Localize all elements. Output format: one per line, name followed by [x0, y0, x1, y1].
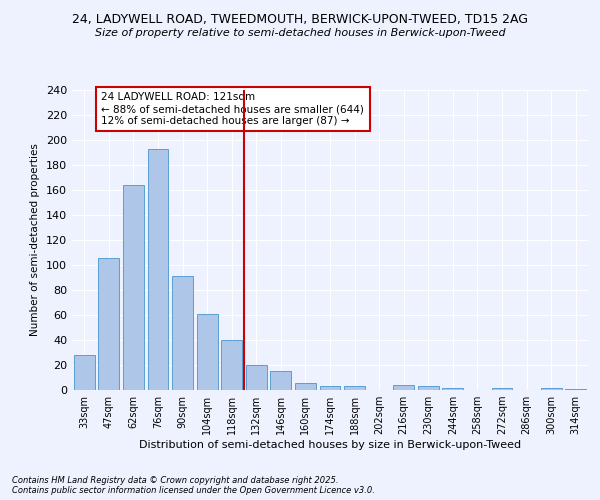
Text: Size of property relative to semi-detached houses in Berwick-upon-Tweed: Size of property relative to semi-detach… [95, 28, 505, 38]
Bar [98, 258, 119, 390]
Bar [442, 388, 463, 390]
X-axis label: Distribution of semi-detached houses by size in Berwick-upon-Tweed: Distribution of semi-detached houses by … [139, 440, 521, 450]
Text: Contains HM Land Registry data © Crown copyright and database right 2025.
Contai: Contains HM Land Registry data © Crown c… [12, 476, 375, 495]
Bar [271, 371, 292, 390]
Y-axis label: Number of semi-detached properties: Number of semi-detached properties [31, 144, 40, 336]
Bar [344, 386, 365, 390]
Bar [197, 314, 218, 390]
Bar [148, 149, 169, 390]
Bar [418, 386, 439, 390]
Bar [246, 365, 267, 390]
Bar [123, 185, 144, 390]
Bar [491, 388, 512, 390]
Bar [74, 355, 95, 390]
Text: 24 LADYWELL ROAD: 121sqm
← 88% of semi-detached houses are smaller (644)
12% of : 24 LADYWELL ROAD: 121sqm ← 88% of semi-d… [101, 92, 364, 126]
Bar [295, 382, 316, 390]
Bar [393, 385, 414, 390]
Bar [320, 386, 340, 390]
Bar [565, 389, 586, 390]
Text: 24, LADYWELL ROAD, TWEEDMOUTH, BERWICK-UPON-TWEED, TD15 2AG: 24, LADYWELL ROAD, TWEEDMOUTH, BERWICK-U… [72, 12, 528, 26]
Bar [541, 388, 562, 390]
Bar [172, 276, 193, 390]
Bar [221, 340, 242, 390]
